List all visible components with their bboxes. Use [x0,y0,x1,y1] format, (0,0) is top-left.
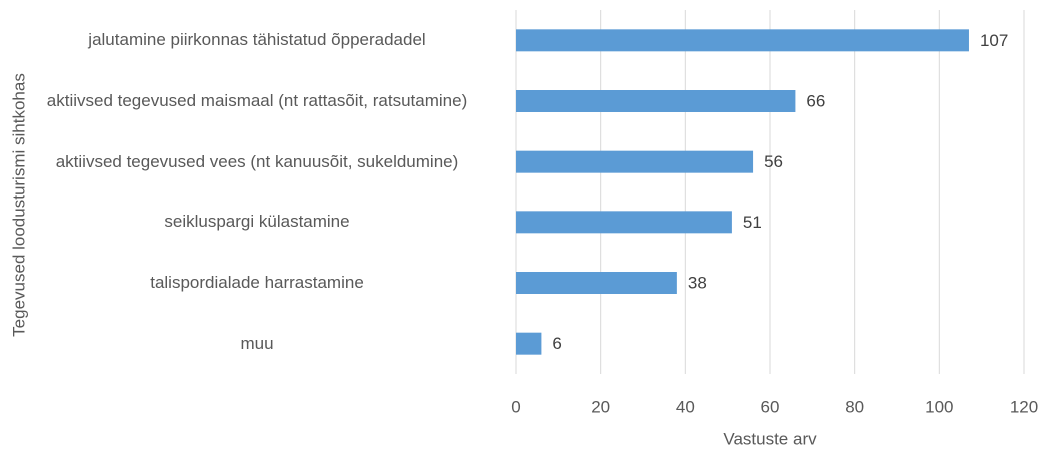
bar [516,150,754,173]
y-tick-label: muu [240,333,274,353]
x-tick-label: 60 [761,397,780,416]
bar [516,29,969,52]
y-tick-label: seikluspargi külastamine [164,212,350,232]
value-label: 66 [806,91,825,110]
x-axis-label: Vastuste arv [723,429,817,448]
x-tick-label: 80 [845,397,864,416]
x-tick-label: 40 [676,397,695,416]
x-tick-label: 0 [511,397,520,416]
value-label: 6 [552,334,561,353]
value-label: 38 [688,273,707,292]
bar [516,211,732,234]
bar [516,90,796,112]
value-label: 51 [743,213,762,232]
x-tick-label: 100 [925,397,953,416]
y-axis-label: Tegevused loodusturismi sihtkohas [9,73,28,337]
bar [516,332,542,355]
x-tick-label: 20 [591,397,610,416]
value-label: 56 [764,152,783,171]
y-tick-label: jalutamine piirkonnas tähistatud õpperad… [88,30,426,50]
x-tick-label: 120 [1010,397,1038,416]
value-label: 107 [980,31,1008,50]
y-tick-label: aktiivsed tegevused maismaal (nt rattasõ… [46,91,468,110]
y-tick-label: aktiivsed tegevused vees (nt kanuusõit, … [55,151,459,171]
y-tick-label: talispordialade harrastamine [150,273,364,292]
bar [516,272,677,294]
